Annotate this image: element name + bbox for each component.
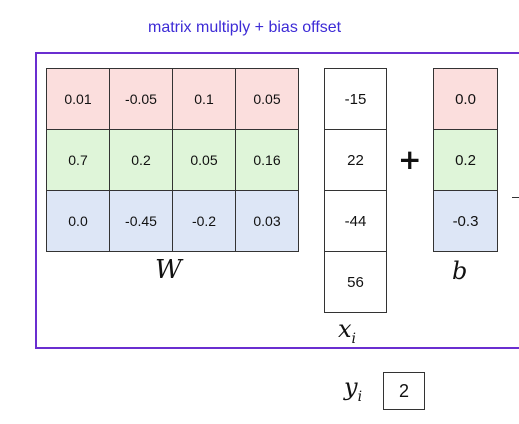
weight-row: 0.01 -0.05 0.1 0.05 [46,68,299,130]
weight-cell: -0.05 [109,68,173,130]
bias-symbol: b [452,257,468,285]
output-label: yi [344,373,362,405]
weight-row: 0.7 0.2 0.05 0.16 [46,129,299,191]
weight-row: 0.0 -0.45 -0.2 0.03 [46,190,299,252]
input-symbol: x [338,315,352,343]
weight-matrix-label: W [155,255,182,285]
bias-label: b [452,257,467,285]
weight-cell: -0.45 [109,190,173,252]
bias-cell: 0.2 [433,129,498,191]
weight-cell: 0.05 [235,68,299,130]
weight-cell: -0.2 [172,190,236,252]
output-value-box: 2 [383,372,425,410]
input-cell: -15 [324,68,387,130]
weight-cell: 0.7 [46,129,110,191]
weight-cell: 0.1 [172,68,236,130]
input-subscript: i [351,330,357,347]
input-vector: -15 22 -44 56 [324,68,387,313]
input-cell: -44 [324,190,387,252]
output-symbol: y [344,373,358,401]
operation-frame [35,52,519,349]
input-cell: 22 [324,129,387,191]
edge-tick [512,197,519,198]
weight-cell: 0.16 [235,129,299,191]
bias-vector: 0.0 0.2 -0.3 [433,68,498,252]
diagram-title: matrix multiply + bias offset [148,19,342,36]
weight-matrix: 0.01 -0.05 0.1 0.05 0.7 0.2 0.05 0.16 0.… [46,68,299,252]
weight-cell: 0.01 [46,68,110,130]
input-cell: 56 [324,251,387,313]
bias-cell: -0.3 [433,190,498,252]
weight-cell: 0.2 [109,129,173,191]
weight-symbol: W [155,255,182,285]
output-subscript: i [357,388,363,405]
input-vector-label: xi [338,315,356,347]
plus-operator: + [398,143,422,176]
weight-cell: 0.03 [235,190,299,252]
weight-cell: 0.0 [46,190,110,252]
weight-cell: 0.05 [172,129,236,191]
bias-cell: 0.0 [433,68,498,130]
